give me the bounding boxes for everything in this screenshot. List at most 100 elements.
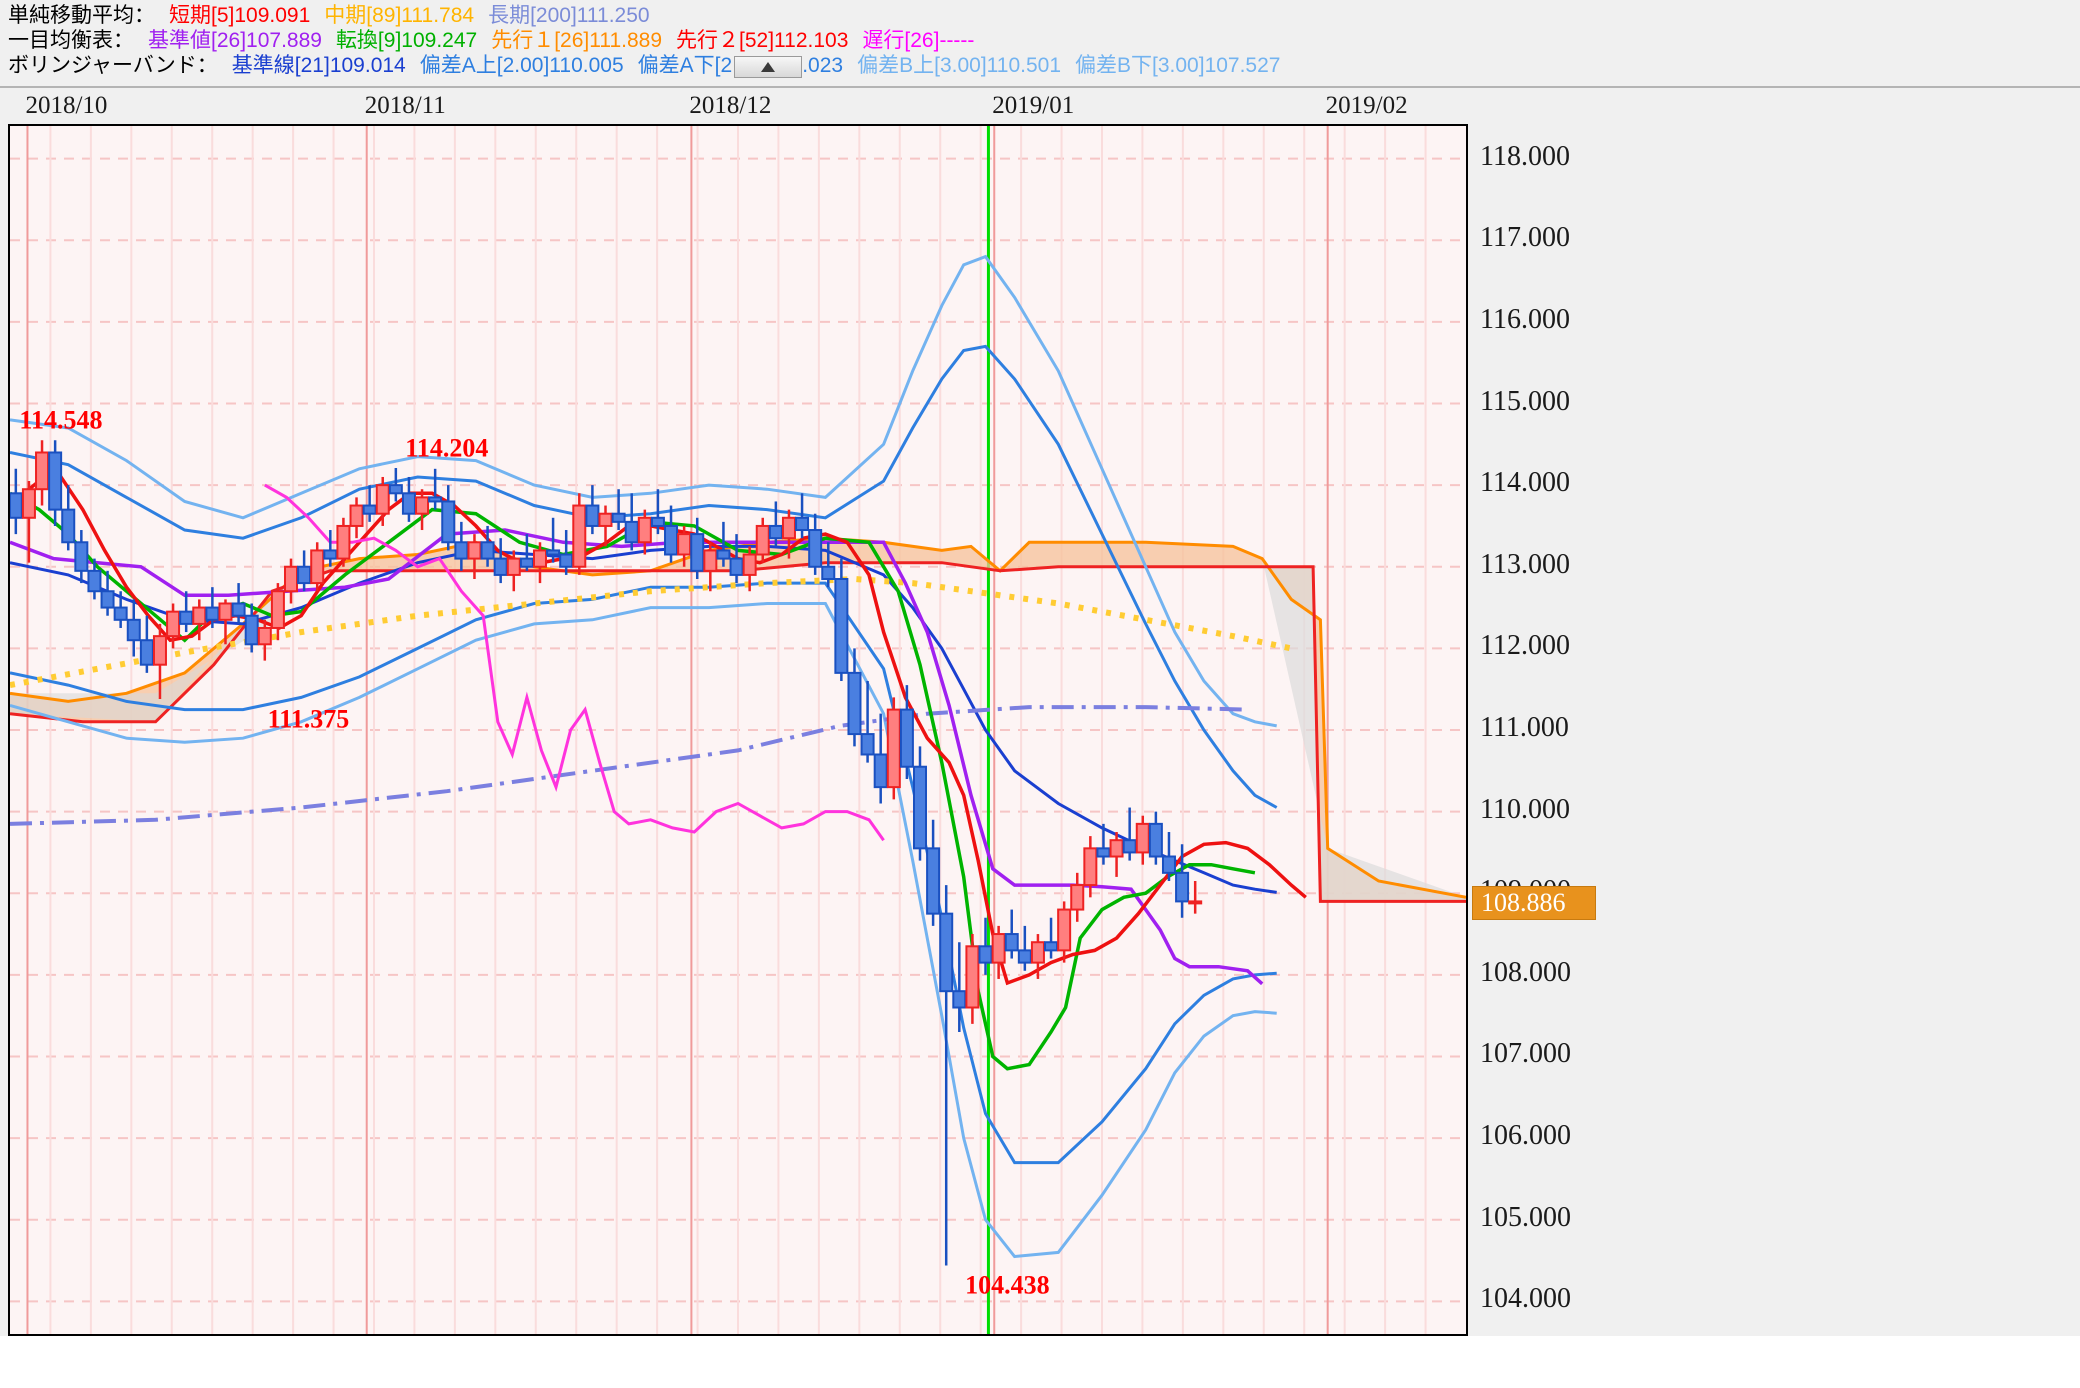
candle-body-16 — [218, 602, 233, 621]
candle-body-11 — [152, 635, 167, 666]
bollinger-lower-3-line — [10, 602, 1277, 1259]
ichimoku-cloud-grey-right — [1262, 558, 1466, 902]
candle-body-88 — [1161, 855, 1176, 874]
chart-canvas: 114.548 114.204 111.375 104.438 — [10, 126, 1466, 1334]
candle-body-76 — [1004, 933, 1019, 952]
legend-sma-label: 単純移動平均： — [8, 4, 155, 27]
y-axis-label-7: 111.000 — [1480, 712, 1569, 743]
annotation-114.548: 114.548 — [19, 405, 102, 434]
legend-ichimoku-label: 一目均衡表： — [8, 29, 134, 52]
bollinger-mid-line — [10, 544, 1277, 894]
bollinger-lower-2-line — [10, 581, 1277, 1165]
candle-body-87 — [1148, 822, 1163, 858]
candle-body-35 — [467, 541, 482, 560]
y-axis-label-0: 118.000 — [1480, 140, 1570, 172]
candle-body-15 — [205, 606, 220, 621]
legend-ichimoku-items: 基準値[26]107.889 転換[9]109.247 先行１[26]111.889… — [148, 29, 988, 52]
candle-body-83 — [1096, 847, 1111, 858]
y-axis-label-3: 115.000 — [1480, 385, 1570, 417]
bollinger-upper-2-line — [10, 344, 1278, 809]
candle-body-5 — [74, 541, 89, 572]
candle-body-84 — [1109, 839, 1124, 858]
y-axis-label-5: 113.000 — [1480, 548, 1570, 580]
candle-body-22 — [297, 565, 312, 585]
x-axis-label-0: 2018/10 — [25, 92, 108, 119]
candle-body-30 — [401, 492, 416, 515]
annotation-111.375: 111.375 — [268, 704, 350, 733]
candle-body-81 — [1070, 884, 1085, 911]
candle-body-53 — [703, 549, 718, 572]
x-axis-label-4: 2019/02 — [1325, 92, 1408, 119]
legend-token-line1-1: 中期[89]111.784 — [324, 4, 475, 27]
candle-body-13 — [179, 610, 194, 625]
legend-sma-items: 短期[5]109.091 中期[89]111.784 長期[200]111.250 — [169, 4, 664, 27]
candle-body-36 — [480, 541, 495, 560]
ichimoku-cloud-grey-left — [10, 591, 273, 722]
candle-body-62 — [821, 565, 836, 580]
y-axis-price-scale[interactable]: 118.000 117.000 116.000 115.000 114.000 113.0… — [1470, 124, 2080, 1336]
candle-body-89 — [1175, 871, 1190, 903]
candle-body-6 — [87, 569, 102, 593]
footer-spacer — [0, 1336, 2080, 1388]
legend-token-line2-0: 基準値[26]107.889 — [148, 29, 322, 52]
candle-body-82 — [1083, 847, 1098, 887]
candle-body-60 — [795, 516, 810, 532]
ichimoku-conversion-line — [10, 491, 1256, 1071]
candle-body-38 — [506, 557, 521, 576]
candle-body-43 — [572, 504, 587, 568]
candle-body-0 — [10, 492, 23, 519]
candle-body-49 — [650, 516, 665, 527]
candle-body-86 — [1135, 822, 1150, 854]
legend-token-line1-0: 短期[5]109.091 — [169, 4, 311, 27]
sma-200-line — [10, 705, 1248, 826]
x-axis-label-1: 2018/11 — [364, 92, 446, 119]
candle-body-21 — [284, 565, 299, 593]
y-axis-label-2: 116.000 — [1480, 303, 1570, 335]
candle-body-68 — [899, 708, 914, 768]
candle-body-70 — [926, 847, 941, 915]
candle-body-54 — [716, 549, 731, 560]
triangle-up-icon[interactable] — [734, 56, 802, 78]
candle-body-10 — [139, 639, 154, 666]
candle-body-9 — [126, 618, 141, 642]
candle-body-45 — [598, 512, 613, 527]
price-chart-plot[interactable]: 114.548 114.204 111.375 104.438 — [8, 124, 1468, 1336]
candle-body-66 — [873, 753, 888, 789]
candle-body-26 — [349, 504, 364, 527]
candle-body-28 — [375, 484, 390, 515]
candle-body-77 — [1017, 949, 1032, 964]
y-axis-label-13: 105.000 — [1480, 1201, 1571, 1233]
legend-token-line3-1: 偏差A上[2.00]110.005 — [419, 54, 624, 77]
candle-body-19 — [257, 626, 272, 646]
candle-body-52 — [690, 533, 705, 572]
y-axis-label-8: 110.000 — [1480, 793, 1570, 825]
legend-token-line3-3: 偏差B上[3.00]110.501 — [857, 54, 1062, 77]
candle-body-20 — [270, 590, 285, 629]
candle-body-17 — [231, 602, 246, 617]
candle-body-79 — [1044, 941, 1059, 952]
candle-body-85 — [1122, 839, 1137, 854]
y-axis-label-12: 106.000 — [1480, 1120, 1571, 1152]
candle-body-71 — [939, 912, 954, 993]
legend-token-line1-2: 長期[200]111.250 — [488, 4, 650, 27]
candle-body-29 — [388, 484, 403, 495]
legend-token-line2-4: 遅行[26]----- — [862, 29, 975, 52]
candle-body-67 — [886, 708, 901, 789]
legend-token-line3-0: 基準線[21]109.014 — [231, 54, 406, 77]
candle-body-46 — [611, 512, 626, 523]
legend-token-line2-1: 転換[9]109.247 — [335, 29, 478, 52]
candle-body-2 — [35, 451, 50, 491]
y-axis-label-14: 104.000 — [1480, 1283, 1571, 1315]
candle-body-44 — [585, 504, 600, 527]
candle-body-14 — [192, 606, 207, 625]
y-axis-label-4: 114.000 — [1480, 467, 1570, 499]
current-price-badge[interactable]: 108.886 — [1472, 885, 1596, 920]
y-axis-label-11: 107.000 — [1480, 1038, 1571, 1070]
candle-body-39 — [519, 557, 534, 568]
legend-line-sma: 単純移動平均： 短期[5]109.091 中期[89]111.784 長期[200]1… — [8, 3, 2080, 28]
y-axis-label-10: 108.000 — [1480, 956, 1571, 988]
candle-body-33 — [441, 500, 456, 544]
ichimoku-base-line — [10, 528, 1264, 986]
candle-body-42 — [559, 553, 574, 568]
candle-body-4 — [61, 508, 76, 544]
